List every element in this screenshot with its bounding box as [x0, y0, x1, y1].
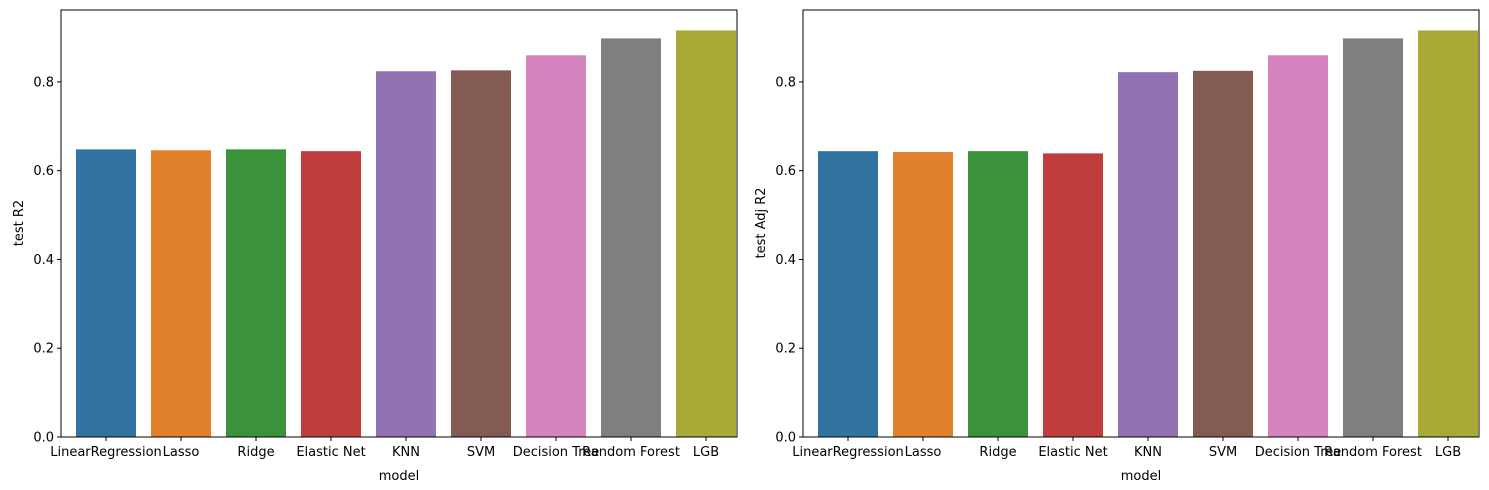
- bars-group: [76, 30, 736, 438]
- x-ticks-group: LinearRegression Lasso Ridge Elastic Net KNN…: [50, 437, 719, 460]
- y-ticks-group: 0.0 0.2 0.4 0.6 0.8: [775, 75, 803, 446]
- x-tick-label: Elastic Net: [1038, 445, 1107, 460]
- x-tick-label: SVM: [467, 445, 495, 460]
- bar-lasso: [893, 152, 953, 437]
- x-tick-label: Ridge: [237, 445, 274, 460]
- bar-knn: [376, 71, 436, 438]
- bar-elastic-net: [1043, 153, 1103, 437]
- x-tick-label: LinearRegression: [792, 445, 904, 460]
- y-axis-label: test Adj R2: [754, 187, 769, 258]
- y-tick-label: 0.2: [775, 342, 796, 357]
- x-tick-label: Lasso: [163, 445, 200, 460]
- y-tick-label: 0.8: [33, 75, 54, 90]
- y-tick-label: 0.6: [775, 164, 796, 179]
- bar-lgb: [676, 30, 736, 438]
- y-tick-label: 0.0: [33, 431, 54, 446]
- x-tick-label: Ridge: [979, 445, 1016, 460]
- plot-frame: [60, 9, 738, 438]
- x-tick-label: Lasso: [905, 445, 942, 460]
- bar-decision-tree: [1268, 55, 1328, 438]
- y-tick-label: 0.0: [775, 431, 796, 446]
- bar-linearregression: [818, 151, 878, 437]
- bar-svm: [1193, 70, 1253, 438]
- bar-lasso: [151, 150, 211, 437]
- x-tick-label: Decision Tree: [1255, 445, 1342, 460]
- y-ticks-group: 0.0 0.2 0.4 0.6 0.8: [33, 75, 61, 446]
- y-tick-label: 0.2: [33, 342, 54, 357]
- y-axis-label: test R2: [12, 200, 27, 246]
- x-tick-label: KNN: [1134, 445, 1162, 460]
- x-tick-label: LGB: [693, 445, 719, 460]
- bar-ridge: [226, 149, 286, 438]
- bar-linearregression: [76, 149, 136, 438]
- y-tick-label: 0.6: [33, 164, 54, 179]
- bar-random-forest: [601, 38, 661, 438]
- y-tick-label: 0.4: [33, 253, 54, 268]
- x-tick-label: Random Forest: [1324, 445, 1422, 460]
- bar-ridge: [968, 151, 1028, 437]
- chart-test-r2: 0.0 0.2 0.4 0.6 0.8 LinearRegression Lasso Rid…: [12, 9, 738, 484]
- bar-knn: [1118, 72, 1178, 438]
- x-tick-label: LinearRegression: [50, 445, 162, 460]
- chart-test-adj-r2: 0.0 0.2 0.4 0.6 0.8 LinearRegression Lasso Rid…: [754, 9, 1480, 484]
- bars-group: [818, 30, 1478, 438]
- x-ticks-group: LinearRegression Lasso Ridge Elastic Net KNN…: [792, 437, 1461, 460]
- x-tick-label: SVM: [1209, 445, 1237, 460]
- x-axis-label: model: [379, 469, 419, 484]
- x-tick-label: Elastic Net: [296, 445, 365, 460]
- x-tick-label: LGB: [1435, 445, 1461, 460]
- y-tick-label: 0.4: [775, 253, 796, 268]
- y-tick-label: 0.8: [775, 75, 796, 90]
- bar-svm: [451, 70, 511, 437]
- bar-random-forest: [1343, 38, 1403, 438]
- x-tick-label: Random Forest: [582, 445, 680, 460]
- x-axis-label: model: [1121, 469, 1161, 484]
- bar-decision-tree: [526, 55, 586, 438]
- x-tick-label: KNN: [392, 445, 420, 460]
- bar-elastic-net: [301, 151, 361, 437]
- x-tick-label: Decision Tree: [513, 445, 600, 460]
- plot-frame: [802, 9, 1480, 438]
- bar-lgb: [1418, 30, 1478, 438]
